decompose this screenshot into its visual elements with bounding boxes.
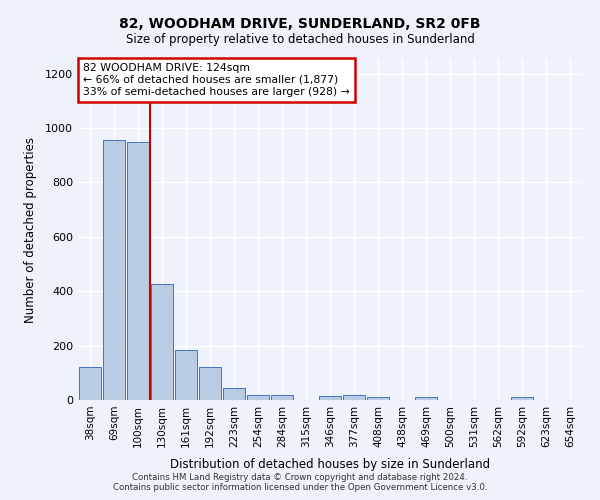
Text: Contains HM Land Registry data © Crown copyright and database right 2024.
Contai: Contains HM Land Registry data © Crown c… bbox=[113, 473, 487, 492]
Bar bbox=[79, 368, 101, 400]
Bar bbox=[415, 398, 437, 400]
Bar bbox=[175, 350, 197, 400]
Bar bbox=[319, 396, 341, 400]
Text: 82 WOODHAM DRIVE: 124sqm
← 66% of detached houses are smaller (1,877)
33% of sem: 82 WOODHAM DRIVE: 124sqm ← 66% of detach… bbox=[83, 64, 350, 96]
Y-axis label: Number of detached properties: Number of detached properties bbox=[23, 137, 37, 323]
Text: Size of property relative to detached houses in Sunderland: Size of property relative to detached ho… bbox=[125, 32, 475, 46]
Bar bbox=[367, 398, 389, 400]
Text: 82, WOODHAM DRIVE, SUNDERLAND, SR2 0FB: 82, WOODHAM DRIVE, SUNDERLAND, SR2 0FB bbox=[119, 18, 481, 32]
Bar bbox=[247, 394, 269, 400]
Bar bbox=[223, 388, 245, 400]
X-axis label: Distribution of detached houses by size in Sunderland: Distribution of detached houses by size … bbox=[170, 458, 490, 471]
Bar bbox=[343, 396, 365, 400]
Bar bbox=[199, 368, 221, 400]
Bar bbox=[511, 398, 533, 400]
Bar bbox=[103, 140, 125, 400]
Bar bbox=[127, 142, 149, 400]
Bar bbox=[271, 394, 293, 400]
Bar bbox=[151, 284, 173, 400]
